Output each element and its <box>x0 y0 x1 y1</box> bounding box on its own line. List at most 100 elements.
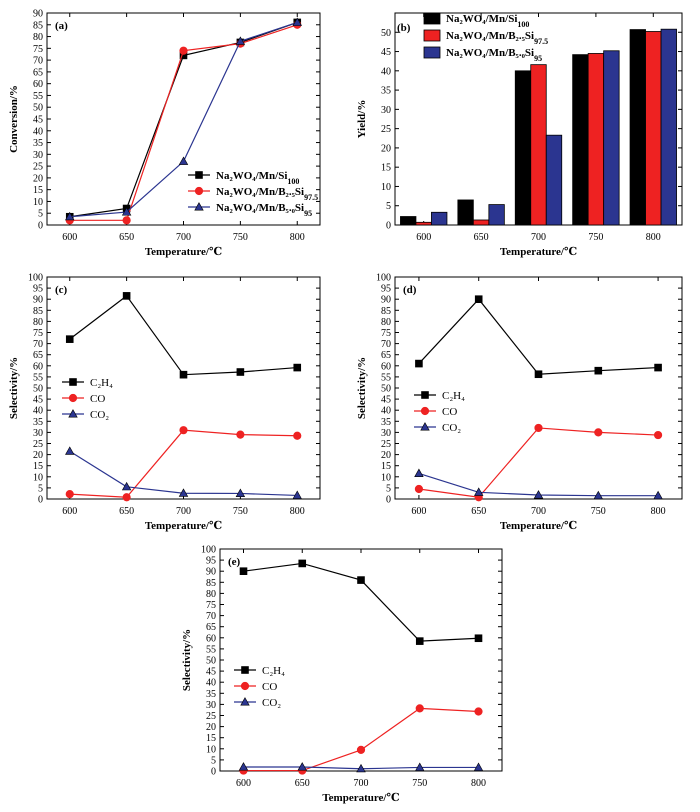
x-tick-label: 800 <box>471 778 486 789</box>
y-tick-label: 30 <box>33 428 43 439</box>
bar-3-800 <box>660 28 677 226</box>
series-line-1 <box>418 298 659 375</box>
bar-2-800 <box>645 31 662 226</box>
data-point-3-650 <box>121 481 132 491</box>
plot-frame <box>394 276 683 500</box>
panel-label: (a) <box>55 20 68 32</box>
x-axis-label: Temperature/℃ <box>500 520 577 532</box>
legend-label-base: Na₂WO₄/Mn/Si <box>216 170 287 182</box>
y-tick-label: 85 <box>33 306 43 317</box>
series-line-2 <box>243 707 479 772</box>
chart-panel-c: 0510152025303540455055606570758085909510… <box>8 273 321 532</box>
y-tick-label: 5 <box>386 483 391 494</box>
bar-1-750 <box>572 54 589 226</box>
legend-swatch <box>423 12 441 25</box>
legend-marker <box>241 666 249 674</box>
x-axis-label: Temperature/℃ <box>145 246 222 258</box>
y-tick-label: 50 <box>206 656 216 667</box>
bar-3-700 <box>545 134 563 226</box>
y-tick-label: 100 <box>201 545 216 556</box>
y-tick-label: 65 <box>33 67 43 78</box>
bar-2-700 <box>530 64 547 226</box>
y-tick-label: 10 <box>206 744 216 755</box>
legend-label-base: Na₂WO₄/Mn/Si <box>446 13 517 25</box>
y-tick-label: 40 <box>33 126 43 137</box>
legend-label-sub: 97.5 <box>304 193 318 202</box>
legend-marker <box>69 378 77 386</box>
panel-label: (b) <box>397 22 411 34</box>
y-tick-label: 35 <box>381 86 391 97</box>
data-point-1-600 <box>239 567 248 576</box>
y-tick-label: 5 <box>386 201 391 212</box>
legend-label-base: Na₂WO₄/Mn/B₂.₅Si <box>216 186 304 198</box>
y-tick-label: 45 <box>33 395 43 406</box>
x-tick-label: 700 <box>176 232 191 243</box>
legend-swatch <box>423 29 441 42</box>
y-tick-label: 10 <box>33 472 43 483</box>
bar-1-600 <box>400 216 417 226</box>
data-point-2-700 <box>356 745 366 755</box>
y-tick-label: 45 <box>33 115 43 126</box>
y-tick-label: 80 <box>206 589 216 600</box>
data-point-3-750 <box>593 490 604 500</box>
x-tick-label: 800 <box>651 506 666 517</box>
data-point-2-800 <box>474 707 483 716</box>
bar-1-800 <box>629 29 646 226</box>
x-tick-label: 700 <box>176 506 191 517</box>
legend-label-sub: 95 <box>304 209 312 218</box>
legend-label-base: CO₂ <box>442 422 461 434</box>
data-point-3-600 <box>65 446 75 455</box>
legend-label-base: Na₂WO₄/Mn/B₅.₀Si <box>216 202 304 214</box>
legend-marker <box>240 681 250 691</box>
data-point-2-650 <box>122 493 131 502</box>
y-tick-label: 90 <box>206 567 216 578</box>
data-point-1-700 <box>534 370 543 379</box>
y-tick-label: 10 <box>381 182 391 193</box>
legend-label: CO₂ <box>262 697 281 709</box>
legend-label-base: C₂H₄ <box>262 665 285 677</box>
y-tick-label: 65 <box>33 350 43 361</box>
panel-label: (e) <box>228 556 241 568</box>
x-tick-label: 650 <box>119 506 134 517</box>
bar-3-600 <box>431 211 448 226</box>
legend-label: CO <box>90 393 105 405</box>
y-tick-label: 0 <box>211 767 216 778</box>
legend-marker <box>194 202 204 211</box>
y-tick-label: 70 <box>33 56 43 67</box>
data-point-2-600 <box>65 490 74 499</box>
y-tick-label: 55 <box>33 91 43 102</box>
legend-marker <box>420 422 430 431</box>
data-point-3-800 <box>473 762 484 771</box>
y-tick-label: 25 <box>381 439 391 450</box>
y-tick-label: 100 <box>28 273 43 284</box>
y-tick-label: 60 <box>33 79 43 90</box>
y-axis-label: Selectivity/% <box>181 629 193 691</box>
y-tick-label: 10 <box>33 197 43 208</box>
y-tick-label: 20 <box>381 143 391 154</box>
x-tick-label: 800 <box>646 232 661 243</box>
x-tick-label: 750 <box>233 506 248 517</box>
data-point-3-650 <box>121 207 132 216</box>
x-tick-label: 800 <box>290 232 305 243</box>
panel-label: (d) <box>403 284 417 296</box>
bar-3-750 <box>603 50 620 226</box>
y-tick-label: 15 <box>33 185 43 196</box>
x-tick-label: 600 <box>411 506 426 517</box>
y-tick-label: 80 <box>33 32 43 43</box>
y-tick-label: 70 <box>33 339 43 350</box>
x-tick-label: 700 <box>531 232 546 243</box>
bar-1-700 <box>514 70 532 226</box>
plot-frame <box>46 276 321 500</box>
y-tick-label: 15 <box>33 461 43 472</box>
y-tick-label: 15 <box>381 461 391 472</box>
bar-2-600 <box>415 221 432 226</box>
x-tick-label: 700 <box>531 506 546 517</box>
y-tick-label: 0 <box>386 495 391 506</box>
y-tick-label: 35 <box>33 417 43 428</box>
y-tick-label: 0 <box>38 495 43 506</box>
data-point-2-750 <box>594 428 603 437</box>
legend-label: Na₂WO₄/Mn/B₅.₀Si95 <box>446 47 542 63</box>
legend-swatch <box>423 46 441 59</box>
data-point-1-750 <box>594 366 603 375</box>
data-point-1-650 <box>122 292 131 300</box>
